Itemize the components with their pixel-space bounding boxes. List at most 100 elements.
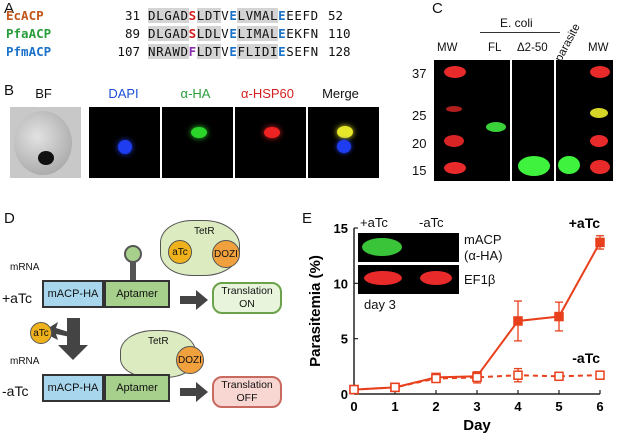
- inset-mact-blot: [358, 233, 459, 262]
- mw-band: [590, 135, 608, 147]
- residue-segment: LIMAL: [237, 26, 279, 41]
- panel-c-label: C: [432, 0, 443, 17]
- sequence-name: EcACP: [6, 8, 44, 23]
- mw-20: 20: [412, 136, 427, 151]
- residue-segment: V: [221, 44, 230, 59]
- data-point: [513, 316, 523, 326]
- x-tick-label: 3: [473, 399, 480, 414]
- residue-segment: E: [278, 44, 287, 59]
- data-point: [472, 372, 482, 383]
- panel-a-label: A: [4, 0, 15, 17]
- gene-box-bottom: mACP-HA: [42, 374, 104, 402]
- mw-band: [446, 106, 462, 112]
- data-point: [349, 384, 359, 395]
- fl-band: [486, 122, 506, 132]
- residue-segment: E: [229, 44, 238, 59]
- residue-segment: EEFD: [286, 8, 319, 23]
- aptamer-box-top: Aptamer: [104, 280, 170, 308]
- residue-segment: DLGAD: [148, 8, 189, 23]
- y-tick-label: 10: [334, 276, 348, 291]
- panel-b-label: B: [4, 82, 15, 99]
- sequence-name: PfaACP: [6, 26, 52, 41]
- data-point: [390, 382, 400, 393]
- mw-15: 15: [412, 163, 427, 178]
- x-tick-label: 6: [596, 399, 603, 414]
- inset-red-band: [364, 271, 402, 285]
- x-tick-label: 2: [432, 399, 439, 414]
- residue-segment: DLGAD: [148, 26, 189, 41]
- residue-segment: LVMAL: [237, 8, 279, 23]
- mw-band: [444, 162, 466, 174]
- parasite-band: [558, 156, 580, 174]
- x-tick-label: 5: [555, 399, 562, 414]
- merge-image: [308, 107, 379, 178]
- lane-label-delta: Δ2-50: [517, 42, 548, 54]
- parasitemia-chart: 0 1 2 3 4 5 6 0 5 10 15 Day Parasitemia (%) +aTc -aTc: [307, 215, 605, 434]
- blot-middle: [512, 60, 554, 181]
- residue-segment: LDT: [196, 44, 222, 59]
- residue-segment: E: [278, 26, 287, 41]
- atc-molecule-free: aTc: [30, 322, 52, 344]
- lane-label-fl: FL: [488, 42, 502, 54]
- inset-day-label: day 3: [364, 297, 396, 312]
- residue-segment: V: [221, 8, 230, 23]
- inset-row1-label: mACP: [464, 232, 502, 247]
- residue-segment: E: [229, 8, 238, 23]
- mw-band: [590, 160, 610, 174]
- sequence-start: 89: [124, 26, 140, 41]
- tetr-label-bottom: TetR: [148, 336, 169, 347]
- translation-on-line1: Translation: [221, 285, 273, 297]
- dapi-header: DAPI: [108, 86, 139, 101]
- sequence-start: 31: [124, 8, 140, 23]
- data-point: [595, 370, 605, 380]
- mw-band: [590, 108, 608, 118]
- tetr-label-top: TetR: [194, 226, 215, 237]
- x-tick-label: 1: [391, 399, 398, 414]
- residue-segment: LDT: [196, 8, 222, 23]
- series-label: +aTc: [569, 215, 600, 231]
- blot-right: [556, 60, 613, 181]
- inset-green-band: [362, 238, 402, 256]
- merge-header: Merge: [322, 86, 359, 101]
- mw-37: 37: [412, 66, 427, 81]
- inset-row1b-label: (α-HA): [464, 248, 503, 263]
- x-tick-label: 0: [350, 399, 357, 414]
- aptamer-box-bottom: Aptamer: [104, 374, 170, 402]
- inset-minus-label: -aTc: [419, 215, 444, 230]
- y-tick-label: 5: [341, 332, 348, 347]
- mw-band: [444, 135, 464, 147]
- plus-atc-label: +aTc: [2, 290, 32, 306]
- atc-molecule-top: aTc: [168, 240, 192, 264]
- residue-segment: E: [229, 26, 238, 41]
- panel-d-label: D: [4, 210, 15, 227]
- translation-off-line1: Translation: [221, 379, 273, 391]
- sequence-residues: DLGADSLDTVELVMALEEEFD: [148, 8, 319, 23]
- gene-box-top: mACP-HA: [42, 280, 104, 308]
- sequence-residues: NRAWDFLDTVEFLIDIESEFN: [148, 44, 319, 59]
- residue-segment: S: [188, 8, 197, 23]
- sequence-residues: DLGADSLDLVELIMALEEKFN: [148, 26, 319, 41]
- lane-label-mw-left: MW: [437, 42, 458, 54]
- residue-segment: S: [188, 26, 197, 41]
- blot-left: [434, 60, 510, 181]
- panel-e-label: E: [302, 210, 313, 227]
- inset-ef1b-blot: [358, 265, 459, 294]
- mrna-label-bottom: mRNA: [10, 356, 40, 367]
- residue-segment: EKFN: [286, 26, 319, 41]
- inset-red-band: [420, 271, 452, 285]
- ecoli-bracket: [480, 32, 560, 33]
- y-tick-label: 15: [334, 221, 348, 236]
- x-axis-label: Day: [463, 417, 491, 434]
- brightfield-image: [10, 107, 81, 178]
- inset-plus-label: +aTc: [360, 215, 388, 230]
- mw-band: [444, 66, 466, 78]
- residue-segment: FLIDI: [237, 44, 279, 59]
- mw-25: 25: [412, 108, 427, 123]
- translation-on-box: Translation ON: [212, 282, 282, 314]
- ecoli-group-label: E. coli: [500, 16, 533, 30]
- sequence-name: PfmACP: [6, 44, 52, 59]
- ha-header: α-HA: [180, 86, 211, 101]
- residue-segment: V: [221, 26, 230, 41]
- dapi-image: [89, 107, 160, 178]
